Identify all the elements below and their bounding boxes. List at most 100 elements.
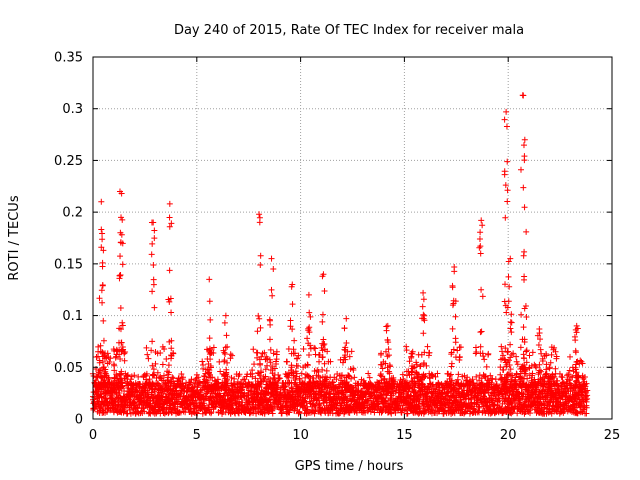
data-point bbox=[92, 377, 99, 384]
data-point bbox=[517, 344, 524, 351]
y-tick-label: 0.05 bbox=[54, 361, 83, 376]
data-point bbox=[573, 377, 580, 384]
data-point bbox=[100, 364, 107, 371]
data-point bbox=[318, 387, 325, 394]
data-point bbox=[539, 357, 546, 364]
data-point bbox=[409, 365, 416, 372]
data-point bbox=[429, 373, 436, 380]
data-point bbox=[520, 324, 527, 331]
data-point bbox=[151, 304, 158, 311]
data-point bbox=[556, 370, 563, 377]
data-point bbox=[120, 346, 127, 353]
data-point bbox=[539, 381, 546, 388]
data-point bbox=[444, 378, 451, 385]
data-point bbox=[150, 281, 157, 288]
data-point bbox=[452, 313, 459, 320]
data-point bbox=[266, 316, 273, 323]
data-point bbox=[116, 370, 123, 377]
data-point bbox=[267, 376, 274, 383]
data-point bbox=[571, 333, 578, 340]
data-point bbox=[231, 375, 238, 382]
data-point bbox=[263, 378, 270, 385]
data-point bbox=[96, 357, 103, 364]
data-point bbox=[267, 359, 274, 366]
data-point bbox=[104, 384, 111, 391]
data-point bbox=[523, 348, 530, 355]
data-point bbox=[503, 309, 510, 316]
data-point bbox=[321, 288, 328, 295]
data-point bbox=[514, 361, 521, 368]
data-point bbox=[196, 379, 203, 386]
data-point bbox=[117, 253, 124, 260]
data-point bbox=[350, 367, 357, 374]
data-point bbox=[222, 312, 229, 319]
data-point bbox=[220, 347, 227, 354]
data-point bbox=[298, 370, 305, 377]
data-point bbox=[505, 298, 512, 305]
data-point bbox=[98, 375, 105, 382]
data-point bbox=[206, 383, 213, 390]
data-point bbox=[517, 397, 524, 404]
data-point bbox=[508, 319, 515, 326]
data-point bbox=[399, 371, 406, 378]
data-point bbox=[566, 377, 573, 384]
data-point bbox=[296, 376, 303, 383]
data-point bbox=[282, 383, 289, 390]
data-point bbox=[149, 338, 156, 345]
data-point bbox=[98, 382, 105, 389]
data-point bbox=[272, 358, 279, 365]
data-point bbox=[503, 123, 510, 130]
data-point bbox=[507, 366, 514, 373]
data-point bbox=[449, 282, 456, 289]
data-point bbox=[504, 158, 511, 165]
data-point bbox=[292, 350, 299, 357]
data-point bbox=[566, 367, 573, 374]
data-point bbox=[498, 376, 505, 383]
x-tick-label: 15 bbox=[396, 428, 413, 443]
data-point bbox=[316, 378, 323, 385]
data-point bbox=[270, 266, 277, 273]
data-point bbox=[205, 361, 212, 368]
data-point bbox=[551, 373, 558, 380]
data-point bbox=[367, 408, 374, 415]
data-point bbox=[523, 347, 530, 354]
data-point bbox=[499, 348, 506, 355]
data-point bbox=[485, 350, 492, 357]
data-point bbox=[345, 372, 352, 379]
data-point bbox=[346, 353, 353, 360]
data-point bbox=[144, 351, 151, 358]
data-point bbox=[321, 360, 328, 367]
data-point bbox=[105, 354, 112, 361]
data-point bbox=[500, 366, 507, 373]
data-point bbox=[166, 223, 173, 230]
data-point bbox=[529, 370, 536, 377]
data-point bbox=[159, 361, 166, 368]
data-point bbox=[333, 376, 340, 383]
data-point bbox=[505, 370, 512, 377]
data-point bbox=[99, 299, 106, 306]
data-point bbox=[342, 393, 349, 400]
data-point bbox=[502, 345, 509, 352]
data-point bbox=[124, 385, 131, 392]
data-point bbox=[521, 273, 528, 280]
data-point bbox=[127, 376, 134, 383]
data-point bbox=[149, 288, 156, 295]
x-axis-ticks: 0 5 10 15 20 25 bbox=[89, 57, 620, 443]
data-point bbox=[267, 346, 274, 353]
data-point bbox=[452, 298, 459, 305]
data-point bbox=[547, 383, 554, 390]
data-point bbox=[268, 286, 275, 293]
data-point bbox=[100, 379, 107, 386]
data-point bbox=[420, 289, 427, 296]
data-point bbox=[165, 376, 172, 383]
data-point bbox=[253, 349, 260, 356]
data-point bbox=[215, 380, 222, 387]
data-point bbox=[97, 348, 104, 355]
data-point bbox=[101, 379, 108, 386]
data-point bbox=[572, 361, 579, 368]
data-point bbox=[537, 376, 544, 383]
data-point bbox=[316, 358, 323, 365]
data-point bbox=[338, 373, 345, 380]
data-point bbox=[534, 332, 541, 339]
data-point bbox=[223, 384, 230, 391]
